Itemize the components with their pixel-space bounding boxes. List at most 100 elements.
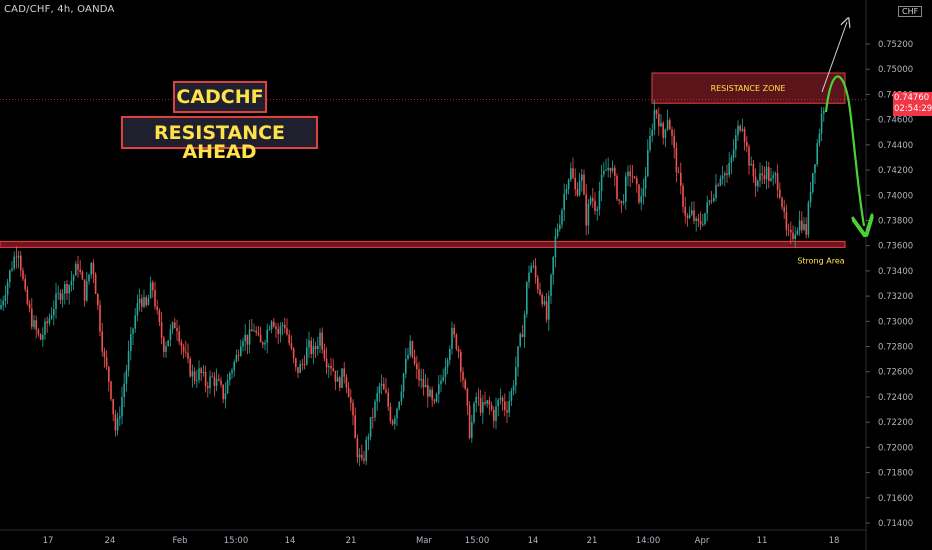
bar-countdown: 02:54:29 — [894, 104, 932, 114]
candle-body — [609, 167, 612, 171]
candle-body — [666, 120, 669, 130]
candle-body — [565, 189, 568, 194]
candle-body — [134, 315, 136, 329]
candle-body — [684, 206, 686, 216]
candle-body — [356, 438, 359, 458]
candle-body — [299, 363, 301, 373]
candle-body — [554, 236, 557, 257]
candle-body — [220, 380, 222, 385]
candle-body — [801, 220, 803, 230]
candle-body — [376, 393, 378, 402]
candle-body — [108, 366, 110, 382]
candle-body — [477, 397, 480, 399]
candle-body — [504, 401, 506, 411]
candle-body — [719, 178, 722, 186]
candle-body — [677, 172, 680, 174]
candle-body — [411, 341, 414, 357]
candle-body — [526, 282, 528, 315]
candle-body — [781, 197, 783, 208]
candle-body — [268, 329, 271, 331]
currency-button[interactable]: CHF — [898, 6, 923, 17]
candle-body — [391, 420, 394, 425]
support-band[interactable] — [0, 240, 846, 248]
candle-body — [581, 174, 583, 181]
candle-body — [495, 406, 497, 421]
y-tick-label: 0.72200 — [878, 418, 913, 428]
candle-body — [257, 332, 260, 335]
y-tick-label: 0.74200 — [878, 166, 913, 176]
candle-body — [48, 318, 51, 324]
x-tick-label: Mar — [416, 536, 433, 546]
x-tick-label: Apr — [695, 536, 710, 546]
candle-body — [213, 376, 216, 386]
candle-body — [772, 175, 774, 179]
candle-body — [424, 385, 427, 388]
candle-body — [651, 130, 653, 137]
candle-body — [350, 397, 352, 403]
candle-body — [737, 125, 739, 136]
candle-body — [578, 180, 581, 196]
candle-body — [589, 197, 592, 204]
support-label: Strong Area — [797, 256, 844, 265]
candle-body — [339, 377, 341, 388]
candle-body — [794, 234, 796, 240]
candle-body — [332, 368, 334, 371]
candle-body — [400, 391, 403, 402]
candle-body — [517, 346, 519, 368]
candle-body — [251, 329, 253, 332]
candle-body — [369, 417, 372, 437]
candle-body — [695, 218, 697, 221]
candle-body — [759, 173, 761, 181]
candle-body — [523, 314, 526, 338]
candle-body — [732, 149, 735, 158]
candle-body — [594, 200, 596, 211]
candle-body — [790, 229, 792, 233]
candle-body — [277, 328, 279, 335]
candle-body — [757, 180, 759, 187]
symbol-title: CAD/CHF, 4h, OANDA — [4, 4, 115, 15]
candle-body — [631, 175, 634, 177]
candle-body — [127, 351, 130, 371]
candle-body — [728, 163, 730, 176]
candle-body — [116, 418, 119, 431]
candle-body — [352, 402, 354, 416]
candle-body — [770, 178, 772, 181]
candle-body — [669, 120, 671, 130]
candle-body — [0, 305, 2, 309]
candle-body — [15, 256, 18, 258]
candle-body — [508, 400, 510, 413]
candle-body — [79, 269, 81, 273]
candle-body — [22, 270, 24, 280]
candle-body — [640, 196, 642, 203]
candle-body — [46, 321, 48, 324]
candle-body — [743, 128, 746, 142]
candle-body — [818, 133, 821, 144]
candle-body — [405, 359, 407, 374]
candle-body — [735, 135, 737, 150]
candle-body — [92, 262, 95, 275]
candle-body — [198, 368, 200, 381]
candle-body — [35, 320, 37, 330]
candle-body — [431, 389, 433, 400]
candle-body — [77, 263, 79, 270]
candle-body — [387, 392, 389, 407]
candle-body — [444, 367, 447, 378]
candle-body — [204, 371, 207, 386]
candle-body — [72, 275, 75, 281]
candle-body — [99, 305, 101, 332]
candle-body — [226, 380, 229, 394]
candle-body — [284, 324, 286, 329]
candle-body — [270, 321, 273, 330]
candle-body — [816, 143, 818, 165]
resistance-zone[interactable] — [651, 72, 846, 104]
x-tick-label: 21 — [346, 536, 357, 546]
current-price-tag: 0.74760 02:54:29 — [893, 92, 932, 116]
x-tick-label: 11 — [757, 536, 768, 546]
candle-body — [130, 334, 132, 352]
candle-body — [484, 402, 486, 404]
candle-body — [83, 279, 86, 301]
candle-body — [820, 113, 823, 134]
candle-body — [319, 332, 321, 346]
candle-body — [26, 289, 29, 305]
